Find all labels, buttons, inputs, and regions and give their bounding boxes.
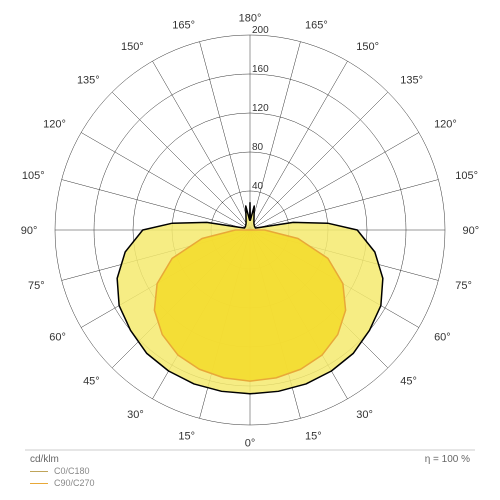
angle-label: 90° <box>21 225 38 237</box>
angle-label: 150° <box>356 41 379 53</box>
angle-label: 75° <box>28 280 45 292</box>
angle-label: 60° <box>434 331 451 343</box>
ring-label: 80 <box>252 142 264 153</box>
angle-label: 165° <box>305 20 328 32</box>
angle-label: 45° <box>83 375 100 387</box>
angle-label: 105° <box>455 170 478 182</box>
legend-label: C90/C270 <box>54 478 95 488</box>
unit-label: cd/klm <box>30 454 59 465</box>
legend-swatch-c0 <box>30 471 48 472</box>
angle-label: 165° <box>172 20 195 32</box>
angle-label: 60° <box>49 331 66 343</box>
legend-item: C90/C270 <box>30 478 95 488</box>
efficiency-label: η = 100 % <box>425 454 470 465</box>
legend-swatch-c90 <box>30 483 48 484</box>
angle-label: 150° <box>121 41 144 53</box>
angle-label: 15° <box>305 430 322 442</box>
angle-label: 15° <box>178 430 195 442</box>
polar-chart-svg: 40 80 120 160 200 0° 15° 30° 45° 60° 75° 90° 105° 120… <box>0 0 500 470</box>
angle-label: 30° <box>356 409 373 421</box>
polar-chart-container: 40 80 120 160 200 0° 15° 30° 45° 60° 75° 90° 105° 120… <box>0 0 500 500</box>
angle-label: 105° <box>22 170 45 182</box>
angle-label: 120° <box>434 119 457 131</box>
legend: C0/C180 C90/C270 <box>30 466 95 490</box>
angle-label: 180° <box>239 12 262 24</box>
angle-label: 135° <box>77 75 100 87</box>
angle-label: 30° <box>127 409 144 421</box>
angle-label: 120° <box>43 119 66 131</box>
angle-label: 45° <box>400 375 417 387</box>
ring-label: 200 <box>252 25 269 36</box>
ring-label: 160 <box>252 64 269 75</box>
angle-label: 0° <box>245 438 256 450</box>
ring-label: 40 <box>252 181 264 192</box>
angle-label: 135° <box>400 75 423 87</box>
ring-label: 120 <box>252 103 269 114</box>
angle-label: 75° <box>455 280 472 292</box>
angle-label: 90° <box>463 225 480 237</box>
legend-label: C0/C180 <box>54 466 90 476</box>
legend-item: C0/C180 <box>30 466 95 476</box>
